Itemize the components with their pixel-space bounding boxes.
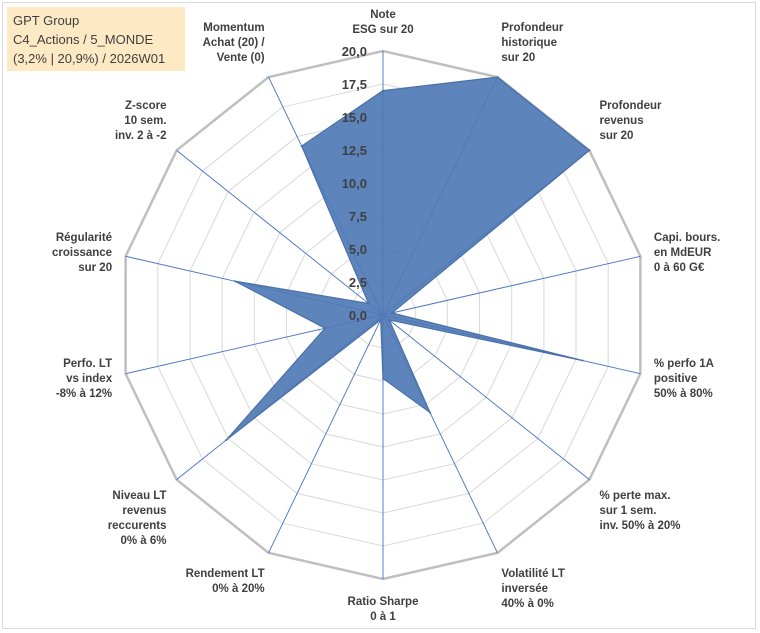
data-point-0 — [382, 89, 384, 92]
axis-label-10-line-1: vs index — [66, 373, 113, 385]
axis-label-10-line-0: Perfo. LT — [63, 358, 112, 370]
spoke-12 — [176, 150, 384, 316]
spoke-3 — [382, 255, 641, 316]
chart-title-line-2: C4_Actions / 5_MONDE — [13, 32, 154, 47]
tick-label-4: 10,0 — [342, 176, 367, 191]
data-point-6 — [429, 411, 431, 414]
axis-label-4-line-0: % perfo 1A — [654, 358, 714, 370]
data-point-4 — [581, 359, 584, 362]
spoke-5 — [382, 314, 590, 480]
chart-title-box: GPT Group C4_Actions / 5_MONDE (3,2% | 2… — [7, 7, 185, 71]
tick-label-6: 15,0 — [342, 110, 367, 125]
axis-label-12-line-0: Z-score — [125, 100, 167, 112]
axis-label-0-line-0: Note — [370, 9, 396, 21]
data-point-8 — [379, 318, 382, 321]
axis-label-5: % perte max. sur 1 sem. inv. 50% à 20% — [600, 490, 681, 532]
axis-label-6-line-0: Volatilité LT — [501, 568, 564, 580]
axis-label-4: % perfo 1A positive 50% à 80% — [654, 358, 714, 400]
axis-label-13-line-1: Achat (20) / — [203, 37, 266, 49]
spoke-8 — [268, 314, 384, 554]
tick-label-5: 12,5 — [342, 143, 367, 158]
axis-label-8-line-0: Rendement LT — [186, 568, 265, 580]
axis-label-4-line-1: positive — [654, 373, 697, 385]
tick-label-2: 5,0 — [349, 242, 367, 257]
axis-label-1-line-0: Profondeur — [501, 22, 563, 34]
tick-label-7: 17,5 — [342, 77, 367, 92]
axis-label-11-line-2: sur 20 — [78, 262, 112, 274]
data-point-10 — [324, 327, 327, 330]
data-point-9 — [225, 439, 228, 442]
chart-title-line-1: GPT Group — [13, 13, 80, 28]
axis-label-12-line-1: 10 sem. — [124, 115, 166, 127]
axis-label-13-line-0: Momentum — [203, 22, 264, 34]
axis-label-10-line-2: -8% à 12% — [56, 388, 112, 400]
axis-label-2: Profondeur revenus sur 20 — [600, 100, 662, 142]
axis-label-5-line-0: % perte max. — [600, 490, 671, 502]
axis-label-5-line-1: sur 1 sem. — [600, 505, 657, 517]
data-point-11 — [234, 280, 236, 283]
axis-label-1-line-1: historique — [501, 37, 557, 49]
axis-label-11: Régularité croissance sur 20 — [52, 232, 112, 274]
data-point-5 — [388, 318, 391, 321]
axis-label-3: Capi. bours. en MdEUR 0 à 60 G€ — [654, 232, 720, 274]
tick-label-1: 2,5 — [349, 275, 367, 290]
axis-label-13: Momentum Achat (20) / Vente (0) — [203, 22, 266, 64]
axis-label-0: Note ESG sur 20 — [352, 9, 413, 36]
axis-label-2-line-0: Profondeur — [600, 100, 662, 112]
axis-label-6-line-2: 40% à 0% — [501, 598, 553, 610]
axis-label-3-line-1: en MdEUR — [654, 247, 712, 259]
data-point-1 — [496, 76, 499, 79]
axis-label-11-line-1: croissance — [52, 247, 112, 259]
axis-label-12: Z-score 10 sem. inv. 2 à -2 — [115, 100, 167, 142]
axis-label-13-line-2: Vente (0) — [217, 52, 265, 64]
axis-label-6-line-1: inversée — [501, 583, 548, 595]
axis-label-4-line-2: 50% à 80% — [654, 388, 713, 400]
tick-label-0: 0,0 — [349, 308, 367, 323]
axis-label-2-line-2: sur 20 — [600, 130, 634, 142]
chart-title-line-3: (3,2% | 20,9%) / 2026W01 — [13, 51, 166, 66]
axis-label-1-line-2: sur 20 — [501, 52, 535, 64]
axis-label-10: Perfo. LT vs index -8% à 12% — [56, 358, 113, 400]
axis-label-8: Rendement LT 0% à 20% — [186, 568, 265, 595]
axis-label-9-line-0: Niveau LT — [112, 490, 166, 502]
axis-label-3-line-0: Capi. bours. — [654, 232, 720, 244]
axis-label-9-line-2: reccurents — [108, 520, 167, 532]
axis-label-2-line-1: revenus — [600, 115, 644, 127]
axis-label-7-line-1: 0 à 1 — [370, 611, 396, 623]
axis-label-0-line-1: ESG sur 20 — [352, 24, 413, 36]
axis-label-9-line-1: revenus — [122, 505, 166, 517]
axis-label-7: Ratio Sharpe 0 à 1 — [348, 596, 419, 623]
data-point-13 — [300, 145, 303, 148]
axis-label-3-line-2: 0 à 60 G€ — [654, 262, 705, 274]
data-point-7 — [382, 377, 384, 380]
axis-label-9: Niveau LT revenus reccurents 0% à 6% — [108, 490, 167, 547]
axis-label-7-line-0: Ratio Sharpe — [348, 596, 419, 608]
tick-label-3: 7,5 — [349, 209, 367, 224]
tick-label-8: 20,0 — [342, 44, 367, 59]
axis-label-9-line-3: 0% à 6% — [120, 535, 166, 547]
axis-label-11-line-0: Régularité — [56, 232, 112, 244]
data-point-12 — [367, 302, 370, 305]
axis-label-8-line-1: 0% à 20% — [212, 583, 264, 595]
data-point-3 — [391, 311, 393, 314]
data-point-2 — [588, 149, 591, 152]
axis-label-1: Profondeur historique sur 20 — [501, 22, 563, 64]
axis-label-6: Volatilité LT inversée 40% à 0% — [501, 568, 564, 610]
axis-label-12-line-2: inv. 2 à -2 — [115, 130, 167, 142]
axis-label-5-line-2: inv. 50% à 20% — [600, 520, 681, 532]
